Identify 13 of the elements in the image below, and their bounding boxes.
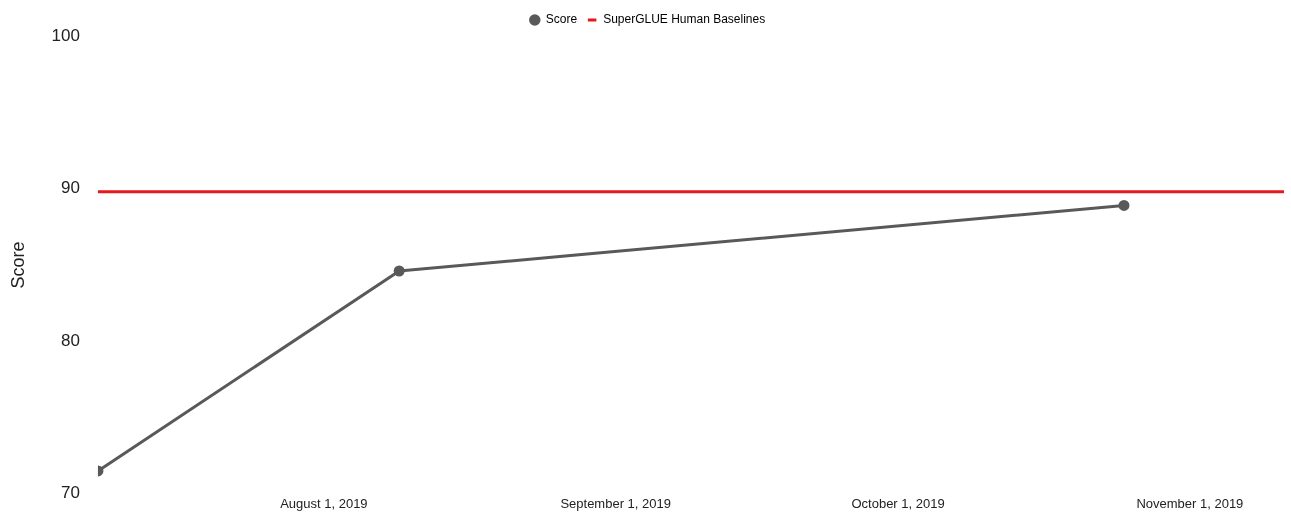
x-tick-label: November 1, 2019 [1136, 496, 1244, 512]
legend-label: SuperGLUE Human Baselines [603, 12, 766, 27]
y-tick-label: 70 [61, 483, 80, 503]
x-tick-label: October 1, 2019 [851, 496, 945, 512]
point [393, 265, 405, 277]
x-tick-label: August 1, 2019 [280, 496, 368, 512]
y-axis-title: Score [7, 241, 28, 289]
y-tick-label: 100 [51, 25, 80, 45]
point [1118, 199, 1130, 211]
legend-label: Score [545, 12, 578, 27]
y-tick-label: 80 [61, 330, 80, 350]
y-tick-label: 90 [61, 178, 80, 198]
x-tick-label: September 1, 2019 [560, 496, 671, 512]
